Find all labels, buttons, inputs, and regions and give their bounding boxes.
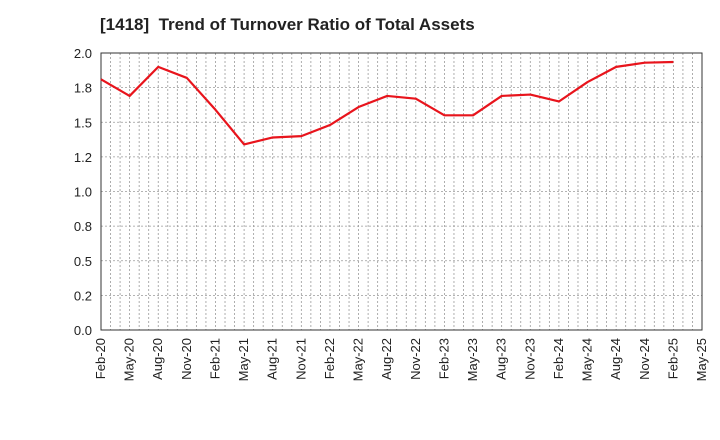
plot-frame [100, 52, 703, 331]
y-tick-label: 1.5 [74, 115, 92, 130]
x-tick-label: Feb-22 [322, 338, 337, 379]
x-tick-label: Feb-24 [551, 338, 566, 379]
x-tick-label: May-24 [580, 338, 595, 381]
x-tick-label: Nov-22 [408, 338, 423, 380]
y-tick-labels: 0.0 0.2 0.5 0.8 1.0 1.2 1.5 1.8 2.0 [74, 46, 92, 338]
y-tick-label: 0.5 [74, 254, 92, 269]
y-tick-label: 0.8 [74, 219, 92, 234]
y-tick-label: 1.0 [74, 185, 92, 200]
x-tick-label: Feb-21 [207, 338, 222, 379]
x-tick-label: Feb-23 [436, 338, 451, 379]
y-tick-label: 1.2 [74, 150, 92, 165]
x-tick-label: May-22 [351, 338, 366, 381]
x-tick-label: Feb-25 [665, 338, 680, 379]
y-tick-label: 0.0 [74, 323, 92, 338]
chart-title: [1418] Trend of Turnover Ratio of Total … [100, 15, 475, 34]
x-tick-label: Nov-21 [293, 338, 308, 380]
x-tick-label: May-23 [465, 338, 480, 381]
y-tick-label: 2.0 [74, 46, 92, 61]
x-tick-label: May-25 [694, 338, 709, 381]
x-tick-labels: Feb-20 May-20 Aug-20 Nov-20 Feb-21 May-21 Aug-… [93, 338, 709, 381]
x-tick-label: Nov-23 [522, 338, 537, 380]
axes [100, 52, 703, 331]
x-tick-label: Nov-24 [637, 338, 652, 380]
x-tick-label: May-20 [122, 338, 137, 381]
x-tick-label: Aug-22 [379, 338, 394, 380]
x-tick-label: Nov-20 [179, 338, 194, 380]
series-line [100, 60, 674, 146]
y-tick-label: 0.2 [74, 288, 92, 303]
series-layer [100, 60, 674, 146]
x-tick-label: Aug-24 [608, 338, 623, 380]
x-tick-label: Aug-23 [494, 338, 509, 380]
x-tick-label: Aug-20 [150, 338, 165, 380]
y-tick-label: 1.8 [74, 81, 92, 96]
grid [101, 53, 702, 330]
x-tick-label: May-21 [236, 338, 251, 381]
x-tick-label: Feb-20 [93, 338, 108, 379]
x-tick-label: Aug-21 [265, 338, 280, 380]
